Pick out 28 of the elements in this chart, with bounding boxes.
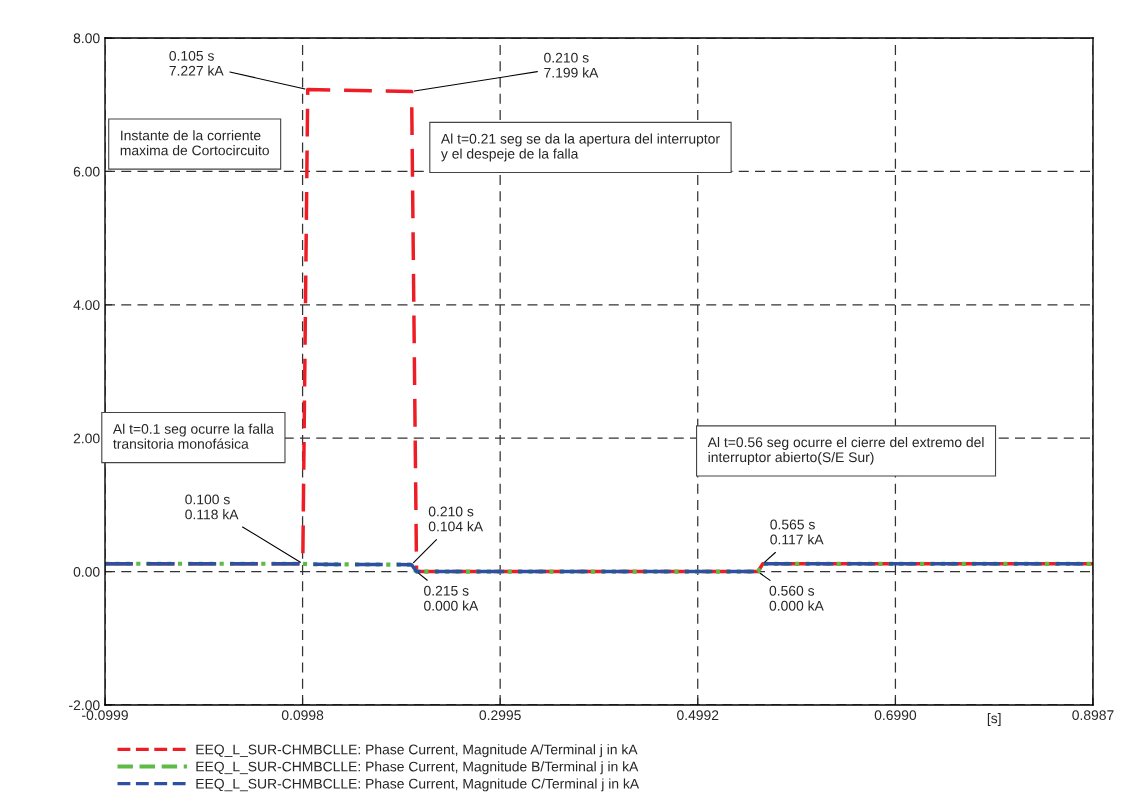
- x-axis-title: [s]: [987, 713, 1001, 726]
- annotation: 0.210 s 7.199 kA: [544, 52, 599, 78]
- legend-label: EEQ_L_SUR-CHMBCLLE: Phase Current, Magnitude C/Terminal j in kA: [196, 778, 640, 792]
- y-tick-label: 8.00: [73, 33, 100, 44]
- y-tick-label: 2.00: [73, 433, 100, 444]
- annotation: 0.215 s 0.000 kA: [424, 585, 479, 611]
- legend-label: EEQ_L_SUR-CHMBCLLE: Phase Current, Magnitude A/Terminal j in kA: [196, 744, 638, 758]
- x-tick-label: 0.8987: [1072, 710, 1114, 721]
- annotation: 0.105 s 7.227 kA: [169, 50, 224, 76]
- y-tick-label: 0.00: [73, 566, 100, 577]
- y-tick-label: 4.00: [73, 300, 100, 310]
- annotation: Instante de la corriente maxima de Cortocircuito: [120, 130, 269, 156]
- x-tick-label: 0.6990: [874, 710, 917, 721]
- x-tick-label: 0.0998: [281, 710, 324, 721]
- x-tick-label: 0.4992: [677, 710, 719, 721]
- x-tick-label: 0.2995: [479, 710, 521, 721]
- annotation: Al t=0.21 seg se da la apertura del interruptor y el despeje de la falla: [440, 133, 720, 162]
- annotation: 0.565 s 0.117 kA: [770, 519, 824, 545]
- y-tick-label: 6.00: [73, 166, 100, 177]
- y-tick-label: -2.00: [69, 700, 100, 711]
- annotation: Al t=0.56 seg ocurre el cierre del extremo del interruptor abierto(S/E Sur): [707, 436, 984, 465]
- line-series: [105, 561, 1093, 574]
- legend-label: EEQ_L_SUR-CHMBCLLE: Phase Current, Magnitude B/Terminal j in kA: [196, 761, 639, 775]
- annotation: 0.210 s 0.104 kA: [428, 506, 484, 532]
- annotation: 0.560 s 0.000 kA: [769, 585, 824, 611]
- annotation: Al t=0.1 seg ocurre la falla transitoria monofásica: [112, 423, 274, 449]
- annotation: 0.100 s 0.118 kA: [185, 494, 239, 520]
- x-tick-label: -0.0999: [82, 710, 128, 721]
